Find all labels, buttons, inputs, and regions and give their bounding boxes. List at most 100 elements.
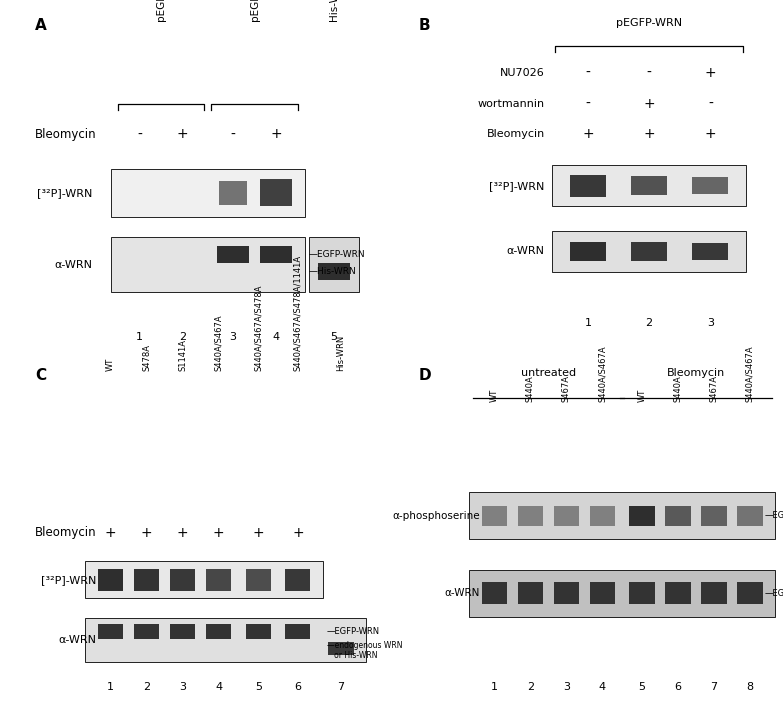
Bar (518, 582, 543, 604)
Text: 6: 6 (674, 682, 681, 692)
Bar (738, 582, 763, 604)
Text: C: C (35, 368, 46, 383)
Text: +: + (105, 526, 117, 540)
Text: B: B (419, 18, 430, 33)
Text: 1: 1 (107, 682, 114, 692)
Bar (110, 237, 305, 292)
Text: WT: WT (637, 388, 647, 402)
Bar (170, 624, 195, 639)
Bar (590, 506, 615, 526)
Text: S440A/S467A: S440A/S467A (745, 345, 755, 402)
Text: α-WRN: α-WRN (55, 260, 92, 270)
Text: -: - (647, 66, 651, 79)
Text: +: + (252, 526, 264, 540)
Text: α-WRN: α-WRN (58, 635, 96, 645)
Text: 2: 2 (143, 682, 150, 692)
Text: —EGFP-WRN: —EGFP-WRN (327, 627, 380, 636)
Text: Bleomycin: Bleomycin (667, 368, 725, 378)
Text: 4: 4 (272, 332, 280, 342)
Bar (469, 493, 775, 539)
Text: +: + (141, 526, 153, 540)
Text: 5: 5 (638, 682, 645, 692)
Bar (630, 506, 655, 526)
Text: S467A: S467A (561, 375, 571, 402)
Text: His-WRN: His-WRN (329, 0, 339, 21)
Text: Bleomycin: Bleomycin (486, 129, 545, 139)
Text: S440A: S440A (673, 375, 683, 402)
Bar (631, 177, 667, 195)
Text: 1: 1 (491, 682, 498, 692)
Text: WT: WT (106, 358, 115, 371)
Text: 5: 5 (330, 332, 337, 342)
Text: -: - (586, 66, 590, 79)
Bar (554, 506, 579, 526)
Bar (552, 165, 746, 207)
Text: —endogenous WRN
   or His-WRN: —endogenous WRN or His-WRN (327, 641, 402, 660)
Text: untreated: untreated (521, 368, 576, 378)
Text: +: + (292, 526, 304, 540)
Text: +: + (644, 97, 655, 111)
Text: 2: 2 (645, 318, 653, 328)
Text: 5: 5 (254, 682, 262, 692)
Text: —His-WRN: —His-WRN (309, 267, 356, 276)
Bar (590, 582, 615, 604)
Text: 8: 8 (746, 682, 753, 692)
Bar (98, 569, 123, 591)
Bar (692, 242, 728, 260)
Text: Bleomycin: Bleomycin (34, 128, 96, 141)
Text: +: + (177, 127, 189, 142)
Text: NU7026: NU7026 (500, 68, 545, 78)
Text: 4: 4 (215, 682, 222, 692)
Bar (482, 506, 507, 526)
Bar (554, 582, 579, 604)
Text: S1141A: S1141A (178, 340, 187, 371)
Text: +: + (270, 127, 282, 142)
Text: +: + (644, 127, 655, 142)
Text: A: A (35, 18, 47, 33)
Bar (206, 624, 231, 639)
Text: α-WRN: α-WRN (507, 246, 545, 256)
Bar (552, 230, 746, 272)
Bar (469, 570, 775, 616)
Text: S440A/S467A/S478A/1141A: S440A/S467A/S478A/1141A (294, 255, 302, 371)
Text: [³²P]-WRN: [³²P]-WRN (489, 181, 545, 191)
Bar (246, 569, 271, 591)
Bar (285, 624, 310, 639)
Bar (570, 174, 606, 197)
Bar (218, 181, 247, 204)
Text: 7: 7 (710, 682, 717, 692)
Text: 7: 7 (337, 682, 345, 692)
Text: S478A: S478A (142, 345, 151, 371)
Bar (692, 177, 728, 194)
Bar (666, 582, 691, 604)
Bar (631, 242, 667, 260)
Text: -: - (137, 127, 142, 142)
Text: +: + (582, 127, 594, 142)
Text: 3: 3 (707, 318, 714, 328)
Text: +: + (177, 526, 189, 540)
Text: S440A/S467A: S440A/S467A (597, 345, 607, 402)
Bar (309, 237, 359, 292)
Text: 1: 1 (136, 332, 143, 342)
Bar (630, 582, 655, 604)
Text: Bleomycin: Bleomycin (34, 526, 96, 539)
Text: α-phosphoserine: α-phosphoserine (392, 511, 480, 521)
Text: +: + (705, 127, 716, 142)
Text: 1: 1 (584, 318, 591, 328)
Text: -: - (230, 127, 236, 142)
Bar (260, 246, 293, 263)
Bar (134, 569, 159, 591)
Bar (246, 624, 271, 639)
Bar (702, 582, 727, 604)
Text: —EGFP-WRN: —EGFP-WRN (764, 511, 783, 521)
Bar (518, 506, 543, 526)
Bar (702, 506, 727, 526)
Text: 2: 2 (179, 332, 186, 342)
Text: 6: 6 (294, 682, 301, 692)
Text: D: D (419, 368, 431, 383)
Bar (170, 569, 195, 591)
Bar (482, 582, 507, 604)
Bar (217, 246, 249, 263)
Text: 3: 3 (563, 682, 570, 692)
Bar (285, 569, 310, 591)
